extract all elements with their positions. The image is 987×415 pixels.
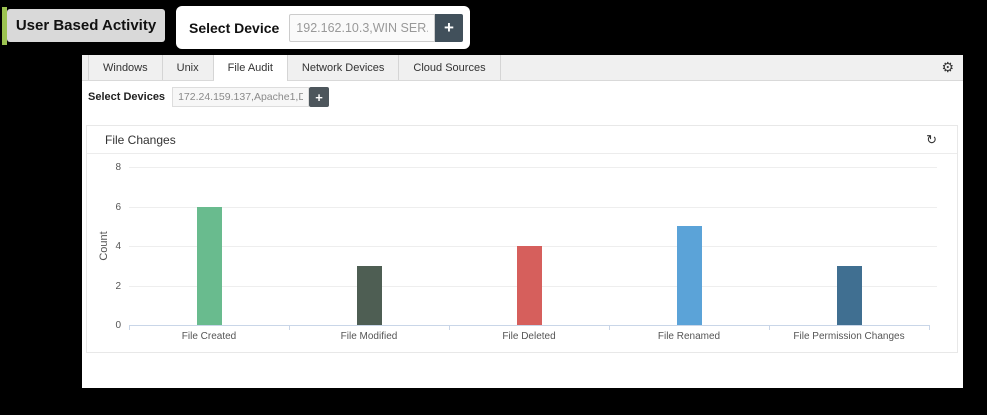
plus-icon: + bbox=[315, 89, 323, 105]
bar-file-created[interactable] bbox=[196, 206, 222, 325]
y-tick-label: 8 bbox=[115, 162, 121, 173]
tab-cloud-sources[interactable]: Cloud Sources bbox=[399, 55, 501, 80]
x-axis-tick bbox=[609, 325, 610, 330]
devices-selector: Select Devices + bbox=[88, 87, 330, 107]
select-device-label: Select Device bbox=[189, 19, 280, 36]
x-axis-tick bbox=[929, 325, 930, 330]
device-selector: Select Device + bbox=[176, 6, 470, 49]
x-axis-tick bbox=[769, 325, 770, 330]
file-changes-card: File Changes ↻ 0 2 4 6 8 Count File Created Fil… bbox=[86, 125, 958, 353]
plus-icon: + bbox=[444, 18, 454, 37]
bar-file-renamed[interactable] bbox=[676, 226, 702, 325]
tab-bar: Windows Unix File Audit Network Devices Clou… bbox=[82, 55, 963, 81]
tab-list: Windows Unix File Audit Network Devices Clou… bbox=[88, 55, 501, 81]
page-title: User Based Activity bbox=[7, 9, 165, 42]
y-tick-label: 2 bbox=[115, 280, 121, 292]
select-devices-label: Select Devices bbox=[88, 91, 166, 103]
card-header: File Changes ↻ bbox=[87, 126, 957, 154]
tab-network-devices[interactable]: Network Devices bbox=[288, 55, 400, 80]
accent-bar bbox=[2, 7, 7, 45]
y-axis-label: Count bbox=[98, 231, 110, 261]
bar-file-modified[interactable] bbox=[356, 265, 382, 325]
x-axis-line bbox=[129, 325, 930, 326]
x-axis-tick bbox=[289, 325, 290, 330]
tab-file-audit[interactable]: File Audit bbox=[213, 55, 288, 81]
y-tick-label: 6 bbox=[115, 201, 121, 213]
bar-file-deleted[interactable] bbox=[516, 246, 542, 325]
x-axis-tick bbox=[449, 325, 450, 330]
y-tick-label: 4 bbox=[115, 241, 121, 252]
tab-unix[interactable]: Unix bbox=[163, 55, 214, 80]
gridline bbox=[129, 167, 937, 168]
x-tick-label: File Modified bbox=[340, 331, 398, 342]
x-axis-tick bbox=[129, 325, 130, 330]
gridline bbox=[129, 206, 937, 208]
add-devices-button[interactable]: + bbox=[309, 87, 330, 107]
card-title: File Changes bbox=[105, 132, 176, 147]
select-device-input[interactable] bbox=[289, 13, 435, 42]
report-panel: Windows Unix File Audit Network Devices Clou… bbox=[82, 55, 963, 388]
select-devices-input[interactable] bbox=[172, 87, 310, 107]
gear-icon[interactable]: ⚙ bbox=[941, 59, 954, 75]
x-tick-label: File Permission Changes bbox=[793, 331, 905, 342]
tab-windows[interactable]: Windows bbox=[88, 55, 163, 80]
x-tick-label: File Renamed bbox=[657, 331, 721, 342]
bar-chart: 0 2 4 6 8 Count File Created File Modified File … bbox=[87, 154, 957, 352]
y-tick-label: 0 bbox=[115, 320, 121, 331]
x-tick-label: File Created bbox=[181, 331, 237, 342]
bar-file-permission-changes[interactable] bbox=[836, 265, 862, 325]
x-tick-label: File Deleted bbox=[502, 331, 556, 342]
add-device-button[interactable]: + bbox=[435, 13, 463, 42]
refresh-icon[interactable]: ↻ bbox=[926, 131, 937, 147]
